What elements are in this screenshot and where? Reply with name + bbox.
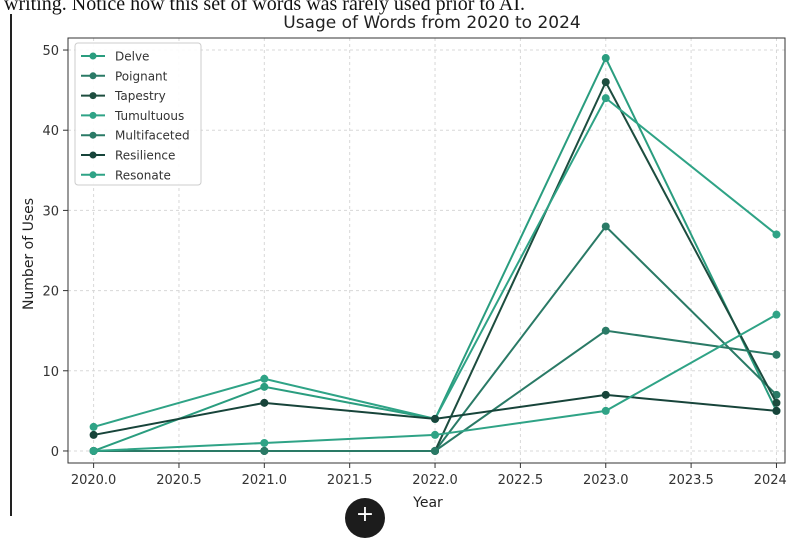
- data-point-tumultuous: [90, 423, 98, 431]
- data-point-resonate: [602, 407, 610, 415]
- legend-label-tumultuous: Tumultuous: [114, 109, 184, 123]
- legend-label-tapestry: Tapestry: [114, 89, 166, 103]
- y-tick-label: 10: [42, 365, 59, 380]
- data-point-tumultuous: [602, 94, 610, 102]
- y-tick-label: 40: [42, 124, 59, 139]
- y-tick-label: 0: [51, 445, 59, 460]
- legend-label-resilience: Resilience: [115, 149, 175, 163]
- legend-marker-resilience: [90, 152, 97, 159]
- chart-title: Usage of Words from 2020 to 2024: [283, 13, 580, 33]
- legend-label-delve: Delve: [115, 50, 149, 64]
- x-tick-label: 2020.0: [71, 473, 117, 488]
- data-point-delve: [260, 383, 268, 391]
- plus-icon[interactable]: +: [345, 498, 385, 538]
- legend-label-resonate: Resonate: [115, 168, 171, 182]
- y-tick-label: 50: [42, 44, 59, 59]
- data-point-multifaceted: [772, 351, 780, 359]
- x-tick-label: 2024.0: [754, 473, 788, 488]
- data-point-resonate: [260, 439, 268, 447]
- data-point-multifaceted: [431, 447, 439, 455]
- legend: Delve Poignant Tapestry Tumultuous Multiface…: [75, 43, 201, 185]
- x-tick-label: 2021.0: [242, 473, 288, 488]
- data-point-tumultuous: [772, 230, 780, 238]
- data-point-multifaceted: [260, 447, 268, 455]
- data-point-resonate: [90, 447, 98, 455]
- legend-marker-tumultuous: [90, 112, 97, 119]
- data-point-resilience: [260, 399, 268, 407]
- x-tick-label: 2023.5: [668, 473, 714, 488]
- legend-marker-delve: [90, 53, 97, 60]
- data-point-delve: [602, 54, 610, 62]
- x-tick-label: 2022.0: [412, 473, 458, 488]
- legend-label-poignant: Poignant: [115, 69, 168, 83]
- x-tick-label: 2020.5: [156, 473, 202, 488]
- line-chart: Usage of Words from 2020 to 2024 2020.0 2…: [0, 0, 788, 516]
- y-tick-label: 30: [42, 204, 59, 219]
- x-tick-label: 2021.5: [327, 473, 373, 488]
- legend-marker-poignant: [90, 72, 97, 79]
- data-point-resilience: [431, 415, 439, 423]
- data-point-tumultuous: [260, 375, 268, 383]
- y-tick-label: 20: [42, 285, 59, 300]
- x-tick-label: 2022.5: [498, 473, 544, 488]
- legend-marker-tapestry: [90, 92, 97, 99]
- data-point-tapestry: [602, 78, 610, 86]
- data-point-poignant: [602, 222, 610, 230]
- data-point-resilience: [90, 431, 98, 439]
- legend-label-multifaceted: Multifaceted: [115, 129, 190, 143]
- legend-marker-multifaceted: [90, 132, 97, 139]
- data-point-resilience: [602, 391, 610, 399]
- x-tick-label: 2023.0: [583, 473, 629, 488]
- data-point-tapestry: [772, 399, 780, 407]
- data-point-resonate: [772, 311, 780, 319]
- data-point-resonate: [431, 431, 439, 439]
- data-point-resilience: [772, 407, 780, 415]
- x-axis-label: Year: [412, 495, 443, 511]
- legend-marker-resonate: [90, 171, 97, 178]
- data-point-multifaceted: [602, 327, 610, 335]
- y-axis-label: Number of Uses: [21, 198, 37, 310]
